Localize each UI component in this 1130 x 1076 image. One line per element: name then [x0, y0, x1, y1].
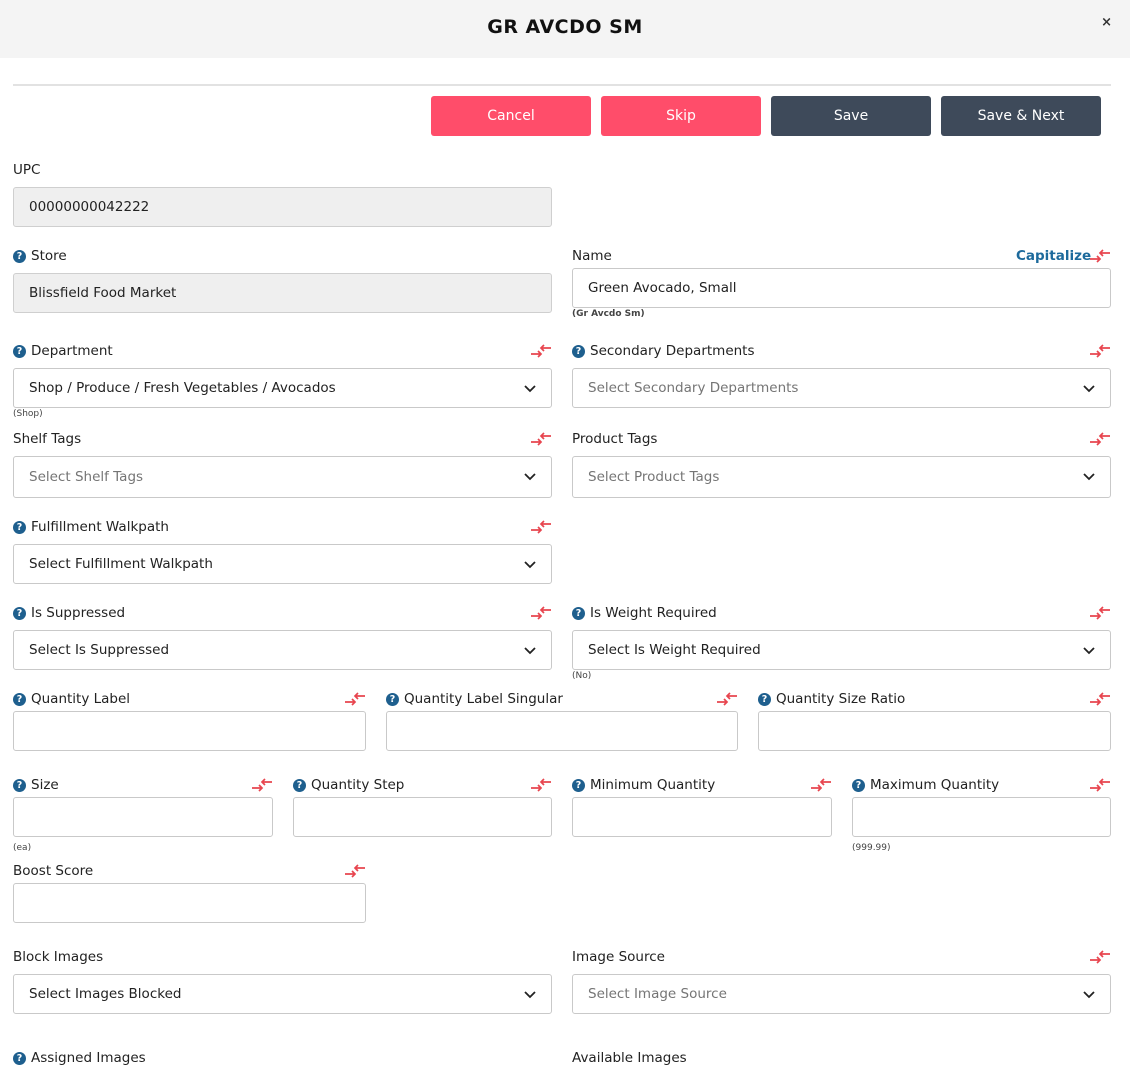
help-icon[interactable]: ?	[13, 249, 26, 263]
secondary-departments-select[interactable]: Select Secondary Departments	[572, 368, 1111, 408]
name-input[interactable]: Green Avocado, Small	[572, 268, 1111, 308]
product-tags-label: Product Tags	[572, 431, 658, 447]
modal-title: GR AVCDO SM	[487, 16, 643, 38]
block-images-label: Block Images	[13, 949, 104, 965]
sync-arrows-icon[interactable]	[530, 432, 552, 446]
available-images-label: Available Images	[572, 1050, 687, 1066]
help-icon[interactable]: ?	[852, 778, 865, 792]
help-icon[interactable]: ?	[13, 778, 26, 792]
boost-score-input[interactable]	[13, 883, 366, 923]
is-suppressed-select[interactable]: Select Is Suppressed	[13, 630, 552, 670]
sync-arrows-icon[interactable]	[251, 778, 273, 792]
fulfillment-walkpath-select[interactable]: Select Fulfillment Walkpath	[13, 544, 552, 584]
department-hint: (Shop)	[13, 409, 43, 419]
save-and-next-button[interactable]: Save & Next	[941, 96, 1101, 136]
chevron-down-icon	[1083, 991, 1095, 999]
sync-arrows-icon[interactable]	[810, 778, 832, 792]
sync-arrows-icon[interactable]	[344, 864, 366, 878]
sync-arrows-icon[interactable]	[1089, 249, 1111, 263]
sync-arrows-icon[interactable]	[344, 692, 366, 706]
help-icon[interactable]: ?	[386, 692, 399, 706]
help-icon[interactable]: ?	[13, 692, 26, 706]
sync-arrows-icon[interactable]	[1089, 432, 1111, 446]
upc-label: UPC	[13, 162, 41, 178]
image-source-label: Image Source	[572, 949, 665, 965]
department-label: ? Department	[13, 343, 113, 359]
is-weight-required-select[interactable]: Select Is Weight Required	[572, 630, 1111, 670]
quantity-label-singular-input[interactable]	[386, 711, 738, 751]
help-icon[interactable]: ?	[572, 606, 585, 620]
help-icon[interactable]: ?	[758, 692, 771, 706]
upc-field: 00000000042222	[13, 187, 552, 227]
sync-arrows-icon[interactable]	[530, 520, 552, 534]
boost-score-label: Boost Score	[13, 863, 94, 879]
name-hint: (Gr Avcdo Sm)	[572, 309, 645, 319]
help-icon[interactable]: ?	[13, 1051, 26, 1065]
is-suppressed-label: ? Is Suppressed	[13, 605, 125, 621]
chevron-down-icon	[1083, 385, 1095, 393]
product-tags-select[interactable]: Select Product Tags	[572, 456, 1111, 498]
sync-arrows-icon[interactable]	[1089, 950, 1111, 964]
quantity-label-singular-label: ? Quantity Label Singular	[386, 691, 563, 707]
block-images-select[interactable]: Select Images Blocked	[13, 974, 552, 1014]
sync-arrows-icon[interactable]	[1089, 778, 1111, 792]
help-icon[interactable]: ?	[572, 344, 585, 358]
fulfillment-walkpath-label: ? Fulfillment Walkpath	[13, 519, 169, 535]
department-select[interactable]: Shop / Produce / Fresh Vegetables / Avoc…	[13, 368, 552, 408]
close-icon[interactable]: ×	[1101, 15, 1112, 30]
chevron-down-icon	[1083, 473, 1095, 481]
sync-arrows-icon[interactable]	[1089, 692, 1111, 706]
help-icon[interactable]: ?	[13, 606, 26, 620]
sync-arrows-icon[interactable]	[716, 692, 738, 706]
name-label: Name	[572, 248, 612, 264]
modal-header: GR AVCDO SM ×	[0, 0, 1130, 58]
help-icon[interactable]: ?	[572, 778, 585, 792]
sync-arrows-icon[interactable]	[1089, 606, 1111, 620]
maximum-quantity-input[interactable]	[852, 797, 1111, 837]
sync-arrows-icon[interactable]	[530, 344, 552, 358]
quantity-label-label: ? Quantity Label	[13, 691, 130, 707]
shelf-tags-label: Shelf Tags	[13, 431, 82, 447]
skip-button[interactable]: Skip	[601, 96, 761, 136]
chevron-down-icon	[524, 991, 536, 999]
chevron-down-icon	[524, 385, 536, 393]
size-input[interactable]	[13, 797, 273, 837]
quantity-size-ratio-label: ? Quantity Size Ratio	[758, 691, 905, 707]
help-icon[interactable]: ?	[293, 778, 306, 792]
minimum-quantity-label: ? Minimum Quantity	[572, 777, 715, 793]
shelf-tags-select[interactable]: Select Shelf Tags	[13, 456, 552, 498]
save-button[interactable]: Save	[771, 96, 931, 136]
quantity-label-input[interactable]	[13, 711, 366, 751]
image-source-select[interactable]: Select Image Source	[572, 974, 1111, 1014]
chevron-down-icon	[1083, 647, 1095, 655]
minimum-quantity-input[interactable]	[572, 797, 832, 837]
chevron-down-icon	[524, 473, 536, 481]
quantity-size-ratio-input[interactable]	[758, 711, 1111, 751]
header-divider	[13, 84, 1111, 86]
size-hint: (ea)	[13, 843, 32, 853]
secondary-departments-label: ? Secondary Departments	[572, 343, 755, 359]
chevron-down-icon	[524, 561, 536, 569]
help-icon[interactable]: ?	[13, 344, 26, 358]
chevron-down-icon	[524, 647, 536, 655]
maximum-quantity-label: ? Maximum Quantity	[852, 777, 999, 793]
store-field: Blissfield Food Market	[13, 273, 552, 313]
sync-arrows-icon[interactable]	[530, 606, 552, 620]
quantity-step-input[interactable]	[293, 797, 552, 837]
store-label: ? Store	[13, 248, 67, 264]
is-weight-required-hint: (No)	[572, 671, 592, 681]
help-icon[interactable]: ?	[13, 520, 26, 534]
assigned-images-label: ? Assigned Images	[13, 1050, 146, 1066]
is-weight-required-label: ? Is Weight Required	[572, 605, 717, 621]
sync-arrows-icon[interactable]	[1089, 344, 1111, 358]
quantity-step-label: ? Quantity Step	[293, 777, 404, 793]
capitalize-link[interactable]: Capitalize	[1016, 248, 1092, 264]
cancel-button[interactable]: Cancel	[431, 96, 591, 136]
maximum-quantity-hint: (999.99)	[852, 843, 891, 853]
size-label: ? Size	[13, 777, 59, 793]
sync-arrows-icon[interactable]	[530, 778, 552, 792]
